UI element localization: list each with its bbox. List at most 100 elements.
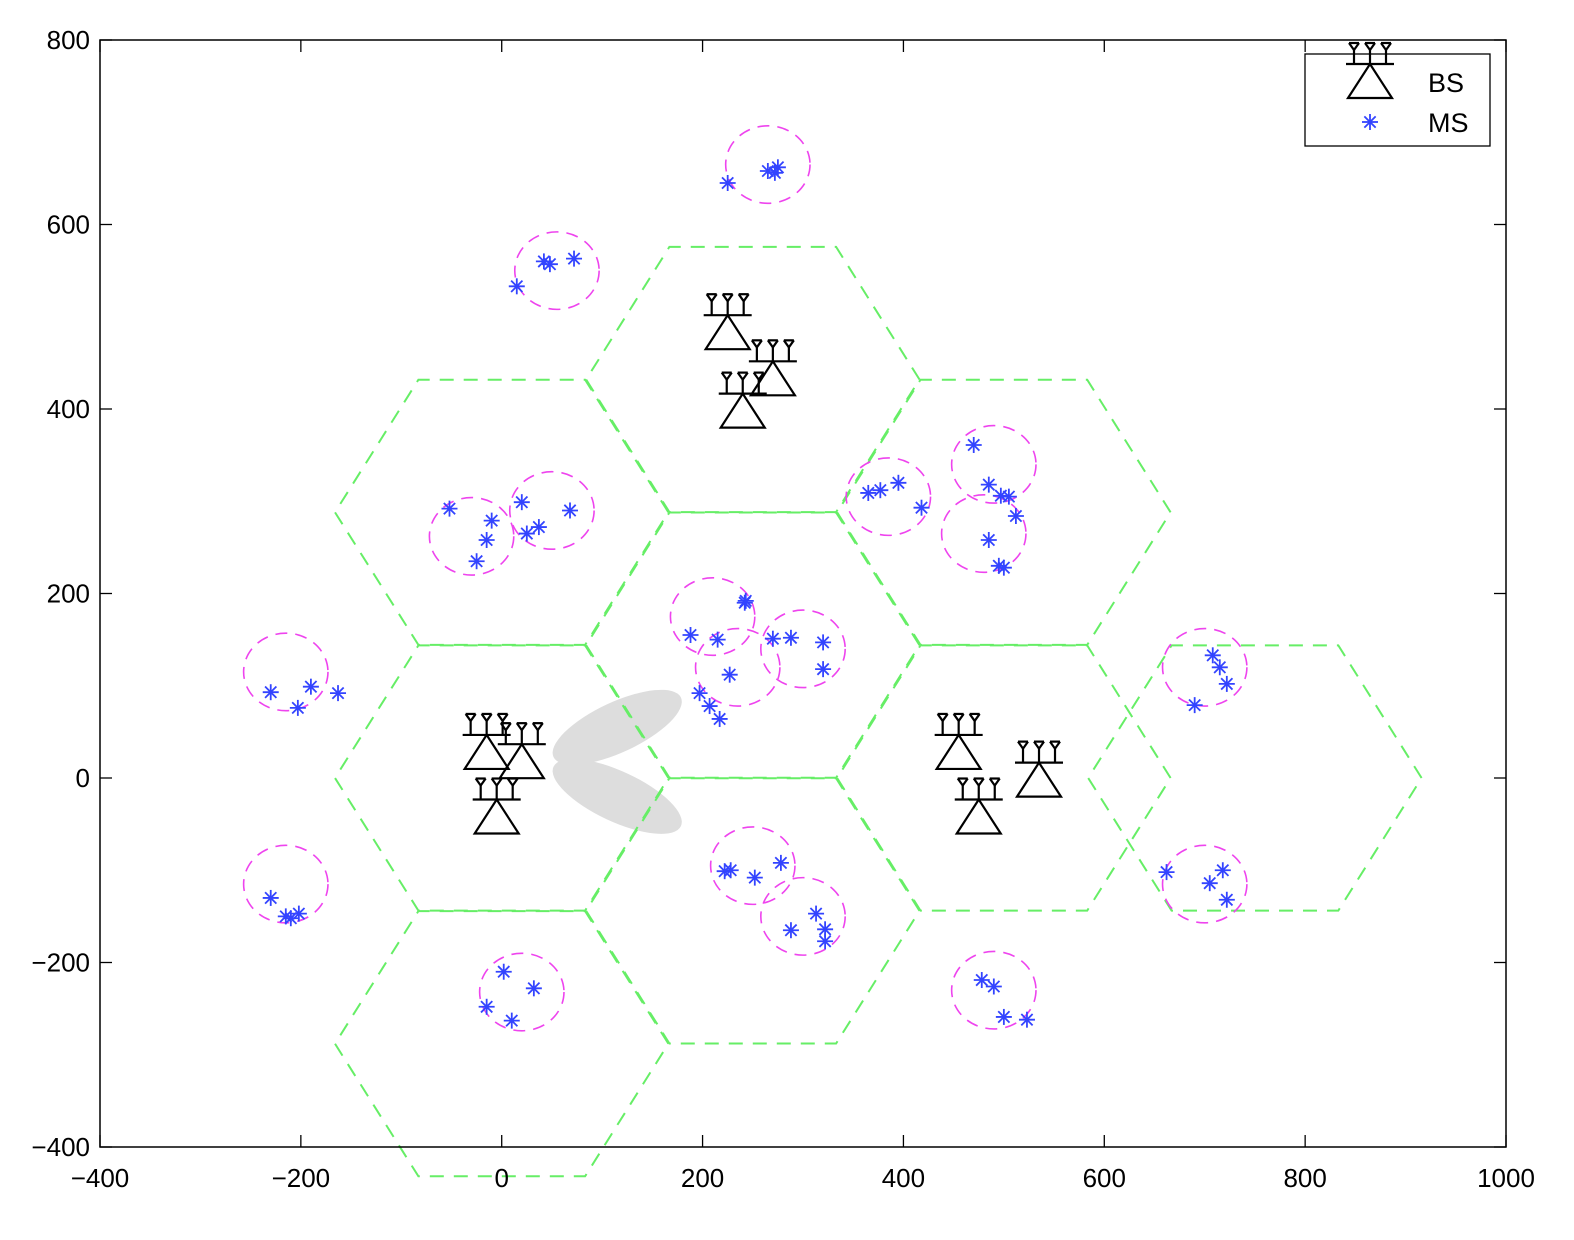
bs-point-0 bbox=[462, 712, 511, 771]
ms-point-39 bbox=[815, 661, 832, 678]
hotspot-circle-7 bbox=[669, 577, 756, 657]
y-tick-label: 200 bbox=[47, 579, 90, 609]
ms-point-6 bbox=[282, 910, 299, 927]
x-tick-label: −200 bbox=[272, 1163, 331, 1193]
hotspot-circle-11 bbox=[760, 876, 846, 956]
ms-points bbox=[262, 159, 1235, 1029]
ms-point-59 bbox=[1007, 508, 1024, 525]
ms-point-70 bbox=[1214, 862, 1231, 879]
ms-point-60 bbox=[973, 972, 990, 989]
hotspot-circle-8 bbox=[694, 627, 781, 707]
axes: −400 −200 0 200 400 600 800 1000 −400 −200 0 200 400… bbox=[31, 25, 1535, 1193]
ms-point-49 bbox=[980, 476, 997, 493]
ms-point-9 bbox=[468, 553, 485, 570]
legend-label: BS bbox=[1428, 68, 1464, 98]
bs-point-8 bbox=[954, 777, 1003, 835]
x-tick-label: 0 bbox=[494, 1163, 508, 1193]
ms-point-16 bbox=[478, 998, 495, 1015]
bs-point-2 bbox=[472, 777, 521, 835]
ms-point-63 bbox=[1018, 1011, 1035, 1028]
ms-point-67 bbox=[1218, 675, 1235, 692]
y-tick-label: −400 bbox=[31, 1132, 90, 1162]
ms-point-54 bbox=[890, 474, 907, 491]
ms-point-24 bbox=[719, 174, 736, 191]
hotspot-circle-3 bbox=[508, 470, 595, 551]
ms-point-36 bbox=[764, 630, 781, 647]
ms-point-42 bbox=[746, 869, 763, 886]
ms-point-1 bbox=[289, 699, 306, 716]
ms-point-20 bbox=[508, 278, 525, 295]
hexagon-cell-2 bbox=[584, 245, 921, 514]
ms-point-71 bbox=[1218, 891, 1235, 908]
ms-point-51 bbox=[1000, 488, 1017, 505]
beam-lobe-1 bbox=[552, 759, 682, 834]
x-tick-label: 600 bbox=[1083, 1163, 1126, 1193]
hotspot-circle-0 bbox=[242, 632, 329, 712]
ms-point-68 bbox=[1158, 864, 1175, 881]
ms-point-38 bbox=[815, 634, 832, 651]
ms-point-4 bbox=[262, 889, 279, 906]
ms-point-7 bbox=[290, 905, 307, 922]
legend-entry-ms: MS bbox=[1362, 108, 1469, 138]
ms-point-37 bbox=[782, 629, 799, 646]
ms-point-43 bbox=[772, 854, 789, 871]
y-tick-label: −200 bbox=[31, 948, 90, 978]
ms-point-11 bbox=[483, 512, 500, 529]
ms-point-2 bbox=[302, 678, 319, 695]
beam-lobe-0 bbox=[552, 689, 682, 765]
hotspot-circle-2 bbox=[428, 496, 515, 576]
hexagon-cell-4 bbox=[835, 644, 1172, 912]
ms-point-58 bbox=[995, 559, 1012, 576]
x-tick-label: 1000 bbox=[1477, 1163, 1535, 1193]
ms-point-61 bbox=[985, 978, 1002, 995]
ms-point-31 bbox=[737, 592, 754, 609]
ms-point-48 bbox=[965, 436, 982, 453]
x-tick-label: 800 bbox=[1283, 1163, 1326, 1193]
ms-point-66 bbox=[1211, 659, 1228, 676]
ms-point-69 bbox=[1201, 875, 1218, 892]
ms-point-17 bbox=[495, 963, 512, 980]
hotspot-circle-9 bbox=[760, 609, 846, 689]
ms-point-23 bbox=[566, 250, 583, 267]
x-tick-label: 200 bbox=[681, 1163, 724, 1193]
asterisk-icon bbox=[1362, 114, 1378, 130]
hexagon-cell-5 bbox=[584, 777, 921, 1045]
hexagon-cell-7 bbox=[333, 910, 670, 1178]
ms-point-34 bbox=[711, 710, 728, 727]
hotspot-circle-14 bbox=[940, 493, 1027, 574]
bs-antenna-icon bbox=[1345, 41, 1395, 100]
hotspot-circle-13 bbox=[845, 457, 932, 537]
ms-point-53 bbox=[872, 482, 889, 499]
legend: BS MS bbox=[1304, 41, 1491, 147]
ms-point-32 bbox=[691, 685, 708, 702]
ms-point-18 bbox=[503, 1012, 520, 1029]
y-tick-label: 800 bbox=[47, 25, 90, 55]
ms-point-27 bbox=[769, 159, 786, 176]
hotspot-circle-12 bbox=[950, 424, 1037, 504]
ms-point-64 bbox=[1186, 697, 1203, 714]
ms-point-10 bbox=[478, 531, 495, 548]
hotspot-circles bbox=[242, 124, 1248, 1032]
ms-point-45 bbox=[808, 905, 825, 922]
ms-point-33 bbox=[701, 698, 718, 715]
legend-box bbox=[1304, 53, 1491, 147]
ms-point-65 bbox=[1204, 647, 1221, 664]
ms-point-62 bbox=[995, 1008, 1012, 1025]
ms-point-3 bbox=[330, 685, 347, 702]
ms-point-13 bbox=[518, 525, 535, 542]
hotspot-circle-17 bbox=[1161, 844, 1248, 924]
ms-point-19 bbox=[525, 980, 542, 997]
legend-entry-bs: BS bbox=[1345, 41, 1464, 100]
hotspot-circle-6 bbox=[724, 124, 811, 205]
ms-point-35 bbox=[721, 666, 738, 683]
hotspot-circle-10 bbox=[709, 826, 796, 906]
ms-point-28 bbox=[682, 627, 699, 644]
ms-point-50 bbox=[992, 487, 1009, 504]
bs-point-1 bbox=[497, 722, 546, 780]
y-tick-label: 400 bbox=[47, 394, 90, 424]
hexagon-cell-6 bbox=[333, 378, 670, 646]
beam-pattern bbox=[552, 689, 682, 834]
ms-point-22 bbox=[541, 256, 558, 273]
